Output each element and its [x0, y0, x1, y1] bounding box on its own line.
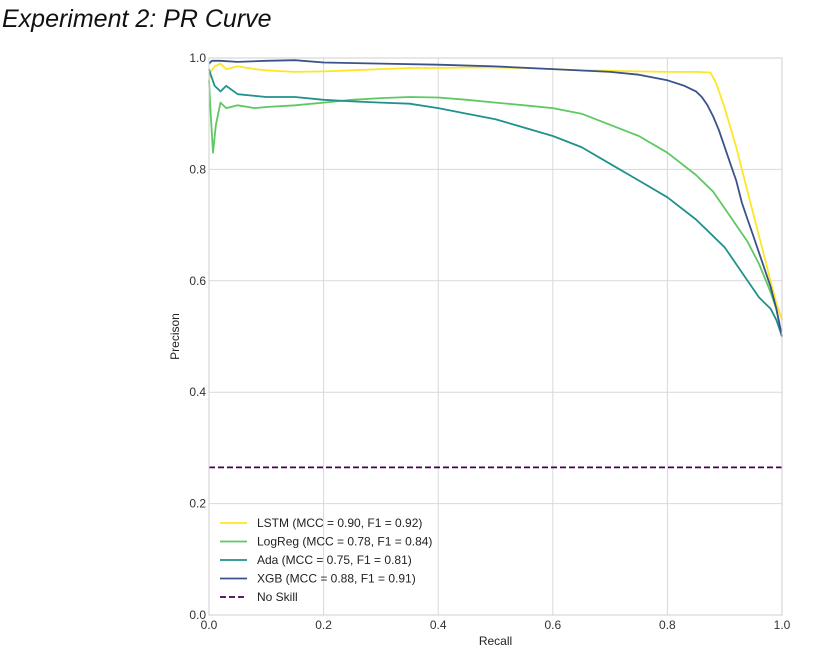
x-tick-label: 0.4: [430, 618, 447, 632]
chart-title: Experiment 2: PR Curve: [2, 5, 272, 33]
series-line-3: [208, 59, 783, 337]
tick-labels: 0.0 0.2 0.4 0.6 0.8 1.0 0.0 0.2 0.4 0.6 0.8 1.0: [189, 51, 790, 632]
y-tick-label: 0.8: [189, 162, 206, 176]
x-tick-label: 0.6: [544, 618, 561, 632]
x-tick-label: 0.8: [659, 618, 676, 632]
series-line-2: [208, 68, 783, 337]
legend-label: No Skill: [257, 590, 298, 604]
y-tick-label: 0.6: [189, 274, 206, 288]
x-tick-label: 0.2: [315, 618, 332, 632]
series-line-1: [208, 80, 783, 337]
x-tick-label: 0.0: [201, 618, 218, 632]
y-tick-label: 0.4: [189, 385, 206, 399]
series-lines: [208, 59, 783, 469]
legend: LSTM (MCC = 0.90, F1 = 0.92) LogReg (MCC …: [220, 516, 432, 604]
x-tick-label: 1.0: [774, 618, 791, 632]
legend-label: XGB (MCC = 0.88, F1 = 0.91): [257, 572, 416, 586]
y-tick-label: 0.0: [189, 608, 206, 622]
grid-lines: [208, 57, 783, 616]
legend-label: LogReg (MCC = 0.78, F1 = 0.84): [257, 535, 432, 549]
x-axis-label: Recall: [479, 634, 512, 648]
y-tick-label: 1.0: [189, 51, 206, 65]
y-axis-label: Precison: [168, 313, 182, 360]
y-tick-label: 0.2: [189, 497, 206, 511]
legend-label: Ada (MCC = 0.75, F1 = 0.81): [257, 553, 412, 567]
plot-frame: [208, 57, 783, 616]
legend-label: LSTM (MCC = 0.90, F1 = 0.92): [257, 516, 422, 530]
